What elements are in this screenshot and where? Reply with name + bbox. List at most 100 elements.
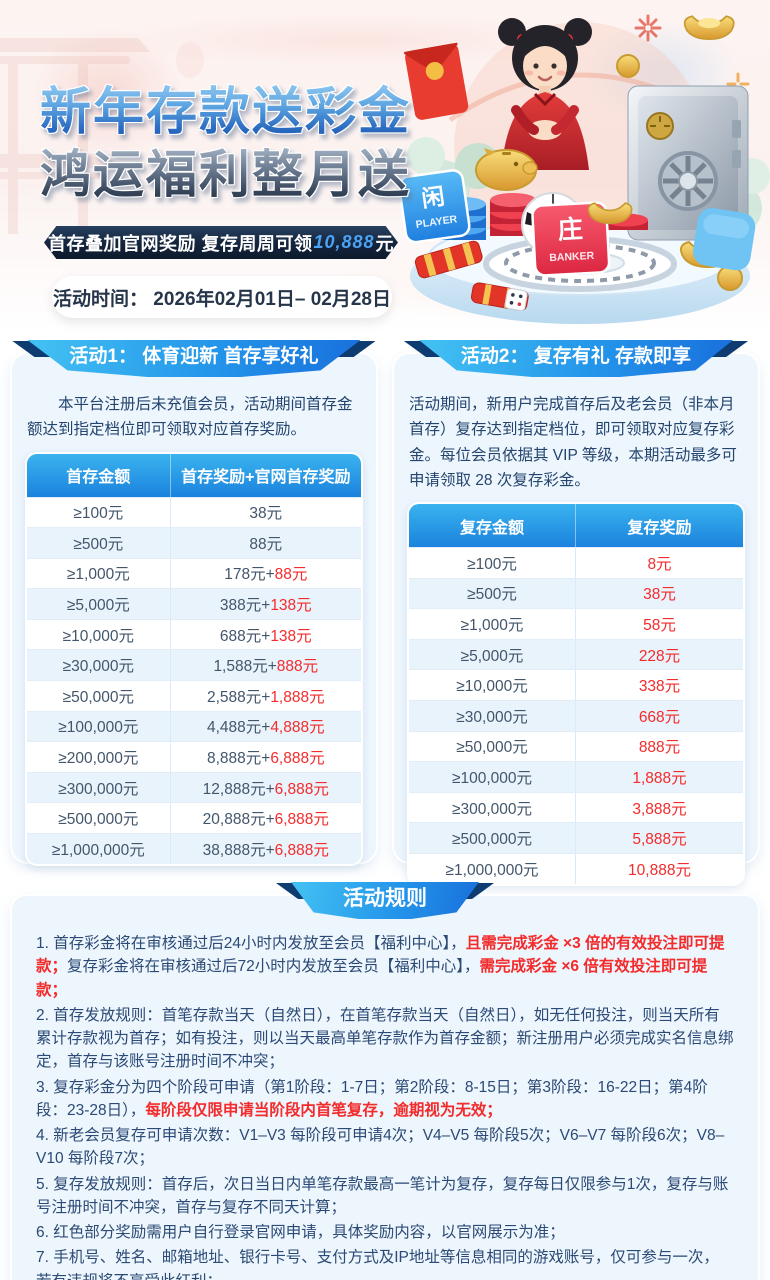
reward-base: 88元 (249, 535, 283, 553)
activity1-panel: 活动1： 体育迎新 首存享好礼 本平台注册后未充值会员，活动期间首存金额达到指定… (10, 340, 378, 866)
rule-highlight: 需完成彩金 ×6 倍有效投注即可提款； (36, 958, 708, 999)
deposit-amount-cell: ≥300,000元 (27, 772, 171, 803)
reward-cell: 1,888元 (576, 762, 743, 792)
reward-base: 38元 (249, 505, 283, 523)
column-header: 复存奖励 (627, 519, 692, 537)
reward-value: 3,888元 (632, 800, 687, 818)
activity1-description: 本平台注册后未充值会员，活动期间首存金额达到指定档位即可领取对应首存奖励。 (27, 396, 353, 439)
deposit-amount-cell: ≥500,000元 (27, 803, 171, 834)
deposit-amount-cell: ≥30,000元 (409, 700, 576, 731)
rule-text: 3. 复存彩金分为四个阶段可申请（第1阶段：1-7日；第2阶段：8-15日；第3… (36, 1078, 708, 1119)
deposit-amount-cell: ≥10,000元 (27, 619, 171, 650)
deposit-amount-cell: ≥1,000,000元 (27, 834, 171, 864)
reward-cell: 88元 (171, 528, 361, 558)
badge-amount: 10,888 (313, 232, 375, 252)
deposit-amount-cell: ≥200,000元 (27, 742, 171, 772)
first-deposit-table-row: ≥50,000元 2,588元+ 1,888元 (27, 680, 361, 711)
rule-item: 5. 复存发放规则：首存后，次日当日内单笔存款最高一笔计为复存，复存每日仅限参与… (36, 1173, 734, 1220)
blue-cube-icon (692, 208, 756, 271)
activity2-description: 活动期间，新用户完成首存后及老会员（非本月首存）复存达到指定档位，即可领取对应复… (409, 396, 737, 489)
deposit-amount-cell: ≥10,000元 (409, 670, 576, 700)
activity1-ribbon: 活动1： 体育迎新 首存享好礼 (27, 340, 360, 377)
deposit-amount-cell: ≥100,000元 (27, 711, 171, 742)
reward-base: 388元+ (219, 597, 271, 615)
rules-ribbon: 活动规则 (291, 882, 479, 919)
rule-item: 6. 红色部分奖励需用户自行登录官网申请，具体奖励内容，以官网展示为准； (36, 1221, 734, 1244)
hero-illustration: 闲 PLAYER 庄 BANKER (398, 14, 770, 324)
gold-coin-icon (616, 54, 640, 78)
first-deposit-table-row: ≥30,000元 1,588元+ 888元 (27, 649, 361, 681)
redeposit-table-row: ≥1,000元 58元 (409, 608, 743, 639)
deposit-amount-cell: ≥50,000元 (27, 681, 171, 711)
player-card: 闲 PLAYER (398, 169, 471, 244)
reward-value: 338元 (638, 678, 681, 696)
dice-icon (504, 288, 528, 312)
gold-pig-icon (475, 148, 538, 191)
deposit-amount-cell: ≥100,000元 (409, 762, 576, 792)
safe-icon (627, 85, 749, 241)
first-deposit-table-row: ≥100元 38元 (27, 496, 361, 528)
column-header: 首存奖励+官网首存奖励 (181, 469, 351, 486)
redeposit-table-row: ≥5,000元 228元 (409, 638, 743, 670)
redeposit-table-body: ≥100元 8元 ≥500元 38元 ≥1,000元 58元 ≥5,000元 228元 ≥10,… (409, 547, 743, 884)
reward-cell: 338元 (576, 670, 743, 700)
deposit-amount-cell: ≥500元 (409, 578, 576, 609)
hero-title-line1: 新年存款送彩金 (40, 83, 412, 140)
reward-cell: 688元+ 138元 (171, 620, 361, 650)
rule-text: 2. 首存发放规则：首笔存款当天（自然日），在首笔存款当天（自然日），如无任何投… (36, 1006, 734, 1071)
reward-base: 688元+ (219, 627, 271, 645)
reward-value: 668元 (638, 708, 681, 726)
gold-ingot-icon (587, 202, 633, 225)
rule-item: 7. 手机号、姓名、邮箱地址、银行卡号、支付方式及IP地址等信息相同的游戏账号，… (36, 1246, 734, 1280)
first-deposit-table-row: ≥100,000元 4,488元+ 4,888元 (27, 710, 361, 742)
first-deposit-table-row: ≥1,000元 178元+ 88元 (27, 557, 361, 589)
deposit-amount-cell: ≥100元 (27, 497, 171, 528)
deposit-amount-cell: ≥500,000元 (409, 823, 576, 853)
redeposit-table-row: ≥1,000,000元 10,888元 (409, 852, 743, 884)
deposit-amount-cell: ≥500元 (27, 528, 171, 558)
reward-cell: 888元 (576, 732, 743, 762)
reward-cell: 1,588元+ 888元 (171, 650, 361, 680)
svg-text:BANKER: BANKER (549, 250, 595, 264)
reward-bonus: 6,888元 (274, 780, 329, 798)
activity2-ribbon-label: 活动2： 复存有礼 存款即享 (418, 340, 734, 377)
reward-cell: 228元 (576, 640, 743, 670)
rules-list: 1. 首存彩金将在审核通过后24小时内发放至会员【福利中心】，且需完成彩金 ×3… (36, 932, 734, 1280)
reward-bonus: 6,888元 (270, 750, 325, 768)
redeposit-table-row: ≥10,000元 338元 (409, 669, 743, 700)
reward-bonus: 138元 (270, 627, 312, 645)
reward-cell: 8,888元+ 6,888元 (171, 742, 361, 772)
reward-bonus: 6,888元 (274, 811, 329, 829)
red-envelope-icon (404, 42, 469, 120)
hero-banner: 闲 PLAYER 庄 BANKER (0, 0, 770, 332)
reward-cell: 4,488元+ 4,888元 (171, 712, 361, 742)
rule-item: 3. 复存彩金分为四个阶段可申请（第1阶段：1-7日；第2阶段：8-15日；第3… (36, 1076, 734, 1123)
redeposit-table-header: 复存金额 复存奖励 (409, 504, 743, 547)
reward-cell: 2,588元+ 1,888元 (171, 681, 361, 711)
activity2-panel: 活动2： 复存有礼 存款即享 活动期间，新用户完成首存后及老会员（非本月首存）复… (392, 340, 760, 886)
first-deposit-table-header: 首存金额 首存奖励+官网首存奖励 (27, 453, 361, 497)
badge-suffix: 元 (375, 233, 395, 254)
deposit-amount-cell: ≥1,000,000元 (409, 853, 576, 884)
activity-panels: 活动1： 体育迎新 首存享好礼 本平台注册后未充值会员，活动期间首存金额达到指定… (0, 340, 770, 886)
reward-cell: 12,888元+ 6,888元 (171, 773, 361, 803)
first-deposit-table-row: ≥500元 88元 (27, 527, 361, 558)
first-deposit-table-row: ≥300,000元 12,888元+ 6,888元 (27, 771, 361, 803)
svg-text:闲: 闲 (420, 183, 446, 212)
svg-text:PLAYER: PLAYER (415, 213, 458, 231)
reward-value: 8元 (647, 555, 672, 573)
woman-illustration (498, 18, 592, 170)
first-deposit-table-body: ≥100元 38元 ≥500元 88元 ≥1,000元 178元+ 88元 ≥5,000元 38… (27, 496, 361, 864)
redeposit-table: 复存金额 复存奖励 ≥100元 8元 ≥500元 38元 ≥1,000元 58元 ≥5,00… (407, 502, 745, 886)
rule-highlight: 每阶段仅限申请当阶段内首笔复存，逾期视为无效； (145, 1101, 502, 1119)
deposit-amount-cell: ≥100元 (409, 548, 576, 578)
redeposit-table-row: ≥100元 8元 (409, 547, 743, 578)
column-header: 首存金额 (27, 453, 171, 497)
rule-item: 2. 首存发放规则：首笔存款当天（自然日），在首笔存款当天（自然日），如无任何投… (36, 1004, 734, 1074)
activity2-ribbon: 活动2： 复存有礼 存款即享 (419, 340, 733, 377)
activity-time-pill: 活动时间： 2026年02月01日– 02月28日 (52, 276, 392, 318)
first-deposit-table-row: ≥200,000元 8,888元+ 6,888元 (27, 741, 361, 772)
redeposit-table-row: ≥500,000元 5,888元 (409, 822, 743, 853)
redeposit-table-row: ≥30,000元 668元 (409, 699, 743, 731)
